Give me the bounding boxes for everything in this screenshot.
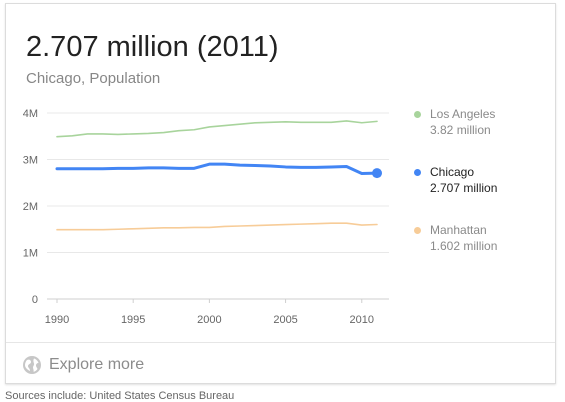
legend-value: 3.82 million (430, 123, 491, 137)
explore-more-link[interactable]: Explore more (22, 352, 144, 378)
footer-divider (6, 342, 555, 343)
legend-value: 1.602 million (430, 239, 498, 253)
y-tick-label: 4M (23, 108, 38, 120)
population-card: 2.707 million (2011) Chicago, Population… (5, 3, 556, 384)
x-tick-label: 2005 (273, 314, 297, 326)
x-tick-label: 2010 (350, 314, 374, 326)
headline-value: 2.707 million (2011) (26, 31, 279, 63)
y-tick-label: 3M (23, 155, 38, 167)
legend-dot-icon (414, 111, 421, 118)
x-tick-label: 1995 (121, 314, 145, 326)
legend-name: Los Angeles (430, 107, 496, 121)
subtitle: Chicago, Population (26, 70, 161, 87)
legend-name: Chicago (430, 165, 475, 179)
legend-dot-icon (414, 227, 421, 234)
series-line-manhattan (56, 222, 378, 231)
y-tick-label: 0 (32, 294, 38, 306)
x-tick-label: 2000 (197, 314, 221, 326)
y-tick-label: 1M (23, 248, 38, 260)
chicago-endpoint-marker (372, 168, 382, 179)
y-tick-label: 2M (23, 201, 38, 213)
globe-icon (23, 356, 41, 374)
legend-dot-icon (414, 169, 421, 176)
series-line-chicago (55, 162, 379, 175)
explore-more-label: Explore more (49, 356, 145, 373)
legend-name: Manhattan (430, 223, 487, 237)
series-line-los-angeles (56, 120, 378, 138)
x-tick-label: 1990 (45, 314, 69, 326)
legend-value: 2.707 million (430, 181, 498, 195)
sources-note: Sources include: United States Census Bu… (5, 390, 235, 402)
